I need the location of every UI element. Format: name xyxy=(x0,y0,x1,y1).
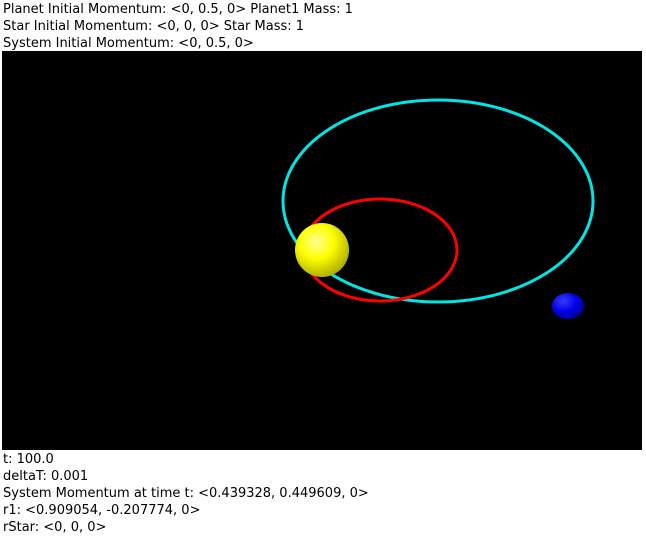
star-sphere xyxy=(295,223,349,277)
planet-initial-momentum-text: Planet Initial Momentum: <0, 0.5, 0> Pla… xyxy=(3,2,353,17)
system-momentum-text: System Momentum at time t: <0.439328, 0.… xyxy=(3,486,369,501)
header-info: Planet Initial Momentum: <0, 0.5, 0> Pla… xyxy=(3,1,643,52)
planet-orbit-path xyxy=(281,98,595,304)
time-text: t: 100.0 xyxy=(3,452,54,467)
star-initial-momentum-text: Star Initial Momentum: <0, 0, 0> Star Ma… xyxy=(3,19,305,34)
r-star-text: rStar: <0, 0, 0> xyxy=(3,520,107,535)
simulation-scene xyxy=(2,51,642,450)
r1-text: r1: <0.909054, -0.207774, 0> xyxy=(3,503,201,518)
footer-info: t: 100.0 deltaT: 0.001 System Momentum a… xyxy=(3,451,643,536)
simulation-canvas[interactable] xyxy=(2,51,642,450)
delta-t-text: deltaT: 0.001 xyxy=(3,469,89,484)
system-initial-momentum-text: System Initial Momentum: <0, 0.5, 0> xyxy=(3,36,254,51)
planet-sphere xyxy=(552,293,584,319)
